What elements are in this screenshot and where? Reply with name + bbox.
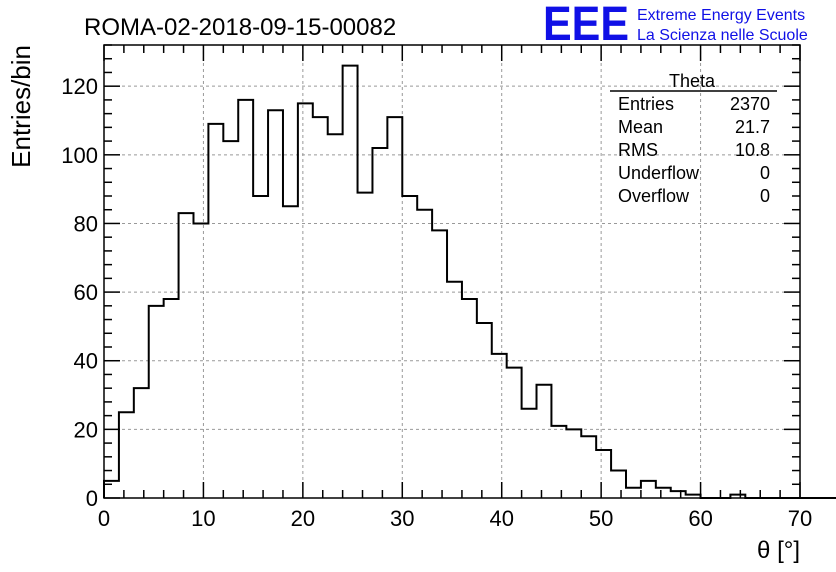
x-tick-label: 30 <box>390 506 414 531</box>
x-tick-label: 50 <box>589 506 613 531</box>
logo-line-1: Extreme Energy Events <box>637 7 805 24</box>
stats-value: 2370 <box>730 94 770 114</box>
stats-value: 21.7 <box>735 117 770 137</box>
stats-box: Theta Entries 2370 Mean 21.7 RMS 10.8 Underflo… <box>610 71 777 206</box>
y-axis-label: Entries/bin <box>6 45 36 168</box>
grid-lines <box>104 45 800 498</box>
chart-title: ROMA-02-2018-09-15-00082 <box>84 14 396 41</box>
stats-value: 10.8 <box>735 140 770 160</box>
y-tick-label: 0 <box>86 486 98 511</box>
y-tick-label: 80 <box>74 211 98 236</box>
stats-box-title: Theta <box>669 71 716 91</box>
stats-value: 0 <box>760 186 770 206</box>
axis-ticks: 0 10 20 30 40 50 60 70 0 20 40 60 80 100 120 <box>61 44 812 531</box>
stats-label: Entries <box>618 94 674 114</box>
x-axis-label: θ [°] <box>757 537 800 564</box>
y-tick-label: 20 <box>74 417 98 442</box>
x-tick-label: 20 <box>291 506 315 531</box>
x-tick-label: 60 <box>688 506 712 531</box>
logo-mark: EEE <box>543 0 629 51</box>
stats-label: RMS <box>618 140 658 160</box>
x-tick-label: 40 <box>489 506 513 531</box>
stats-value: 0 <box>760 163 770 183</box>
x-tick-label: 70 <box>788 506 812 531</box>
histogram-series <box>103 64 836 499</box>
x-tick-label: 0 <box>98 506 110 531</box>
y-tick-label: 120 <box>61 74 98 99</box>
plot-frame <box>103 44 801 499</box>
stats-label: Mean <box>618 117 663 137</box>
stats-label: Underflow <box>618 163 700 183</box>
y-tick-label: 60 <box>74 280 98 305</box>
logo-line-2: La Scienza nelle Scuole <box>637 27 808 44</box>
y-tick-label: 40 <box>74 349 98 374</box>
x-tick-label: 10 <box>191 506 215 531</box>
stats-label: Overflow <box>618 186 690 206</box>
y-tick-label: 100 <box>61 143 98 168</box>
eee-logo: EEE Extreme Energy Events La Scienza nel… <box>543 0 808 51</box>
